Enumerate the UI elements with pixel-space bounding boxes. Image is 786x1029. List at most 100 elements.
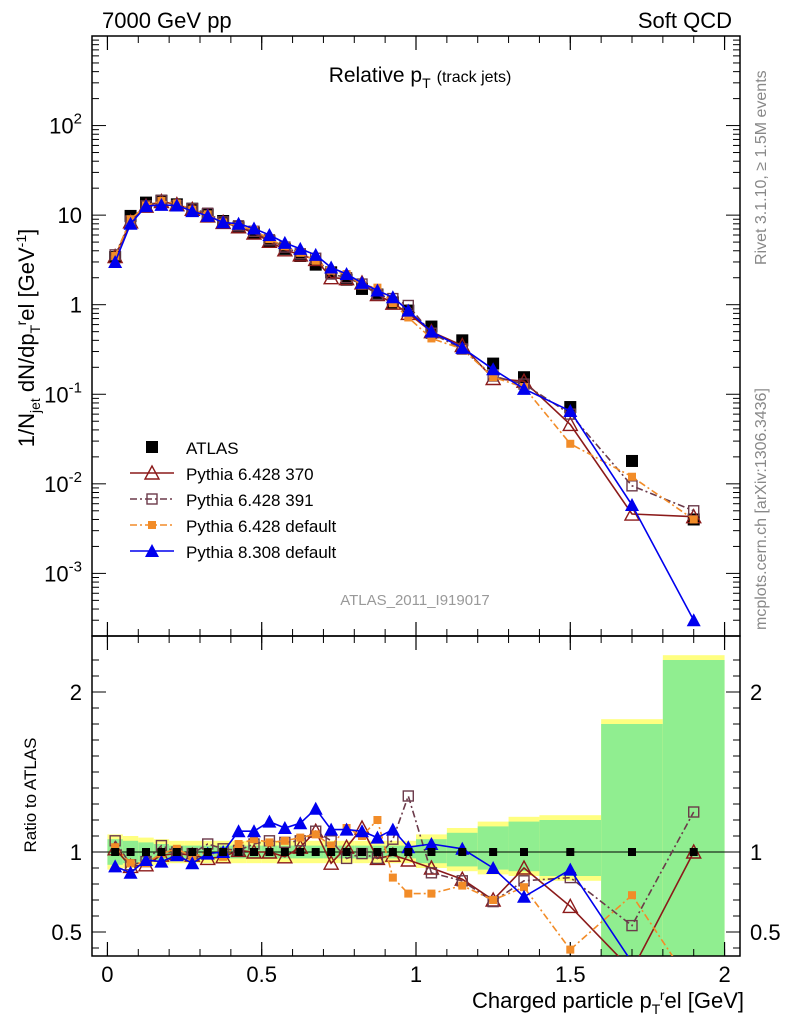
rivet-version-label: Rivet 3.1.10, ≥ 1.5M events: [753, 70, 770, 265]
ratio-point-atlas: [628, 848, 636, 856]
ratio-point-atlas: [265, 848, 274, 856]
ratio-point-pdef: [388, 873, 397, 882]
ratio-point-pdef: [111, 843, 120, 852]
ratio-y-tick-label-right: 1: [750, 840, 762, 865]
ratio-point-pdef: [296, 833, 305, 842]
main-point-pdef: [689, 515, 698, 524]
main-point-p8: [154, 197, 169, 211]
main-point-p8: [139, 199, 153, 213]
ratio-point-atlas: [342, 848, 351, 856]
ratio-point-atlas: [689, 848, 698, 856]
ratio-point-p8: [293, 816, 308, 830]
main-point-p370: [322, 269, 340, 285]
legend-label-p8: Pythia 8.308 default: [186, 543, 337, 562]
analysis-id-label: ATLAS_2011_I919017: [340, 592, 490, 609]
ratio-point-pdef: [265, 838, 274, 847]
ratio-point-atlas: [250, 848, 258, 856]
main-point-p8: [686, 613, 701, 627]
legend-marker-p370: [143, 464, 161, 480]
x-tick-label: 1.5: [555, 962, 586, 987]
ratio-point-p8: [154, 854, 169, 868]
ratio-point-p370: [515, 859, 533, 875]
main-point-p370: [562, 415, 579, 432]
ratio-point-pdef: [427, 889, 436, 898]
legend-marker-atlas: [146, 441, 158, 453]
ratio-point-atlas: [203, 848, 212, 856]
ratio-point-atlas: [327, 848, 336, 856]
main-point-pdef: [489, 373, 498, 382]
legend-label-atlas: ATLAS: [186, 439, 239, 458]
ratio-point-pdef: [280, 836, 289, 845]
data-series: [106, 193, 702, 956]
series-p8: [108, 197, 701, 956]
ratio-point-p8: [486, 861, 501, 874]
ratio-point-p8: [123, 865, 138, 879]
ratio-point-atlas: [157, 848, 166, 856]
ratio-point-atlas: [296, 848, 305, 856]
ratio-point-p8: [517, 889, 531, 903]
legend-marker-p8: [145, 544, 159, 557]
main-point-p8: [424, 324, 439, 338]
energy-label: 7000 GeV pp: [102, 8, 232, 33]
ratio-point-p8: [339, 822, 354, 836]
main-point-p8: [385, 290, 400, 304]
main-point-p8: [355, 275, 369, 289]
ratio-point-p8: [424, 837, 439, 850]
ratio-point-p8: [385, 822, 400, 836]
ratio-point-atlas: [388, 848, 397, 856]
y-tick-label: 10-2: [44, 469, 82, 497]
plot-title-extra: (track jets): [437, 69, 512, 86]
ratio-point-atlas: [280, 848, 289, 856]
main-point-p8: [625, 498, 639, 512]
ratio-point-atlas: [489, 848, 498, 856]
ratio-point-p8: [231, 824, 246, 838]
ratio-point-pdef: [250, 835, 258, 844]
ratio-point-atlas: [373, 848, 382, 856]
main-point-p8: [200, 208, 215, 222]
ratio-point-p370: [322, 854, 340, 870]
process-label: Soft QCD: [638, 8, 732, 33]
ratio-point-pdef: [566, 945, 575, 954]
ratio-point-atlas: [520, 848, 528, 856]
ratio-point-p391: [402, 790, 414, 802]
plot-title-main: Relative p: [329, 64, 422, 87]
plot-title-sub: T: [422, 75, 431, 91]
main-point-p8: [486, 362, 501, 376]
ratio-point-pdef: [126, 859, 135, 868]
ratio-point-p8: [324, 822, 339, 836]
main-point-pdef: [427, 334, 436, 343]
ratio-point-pdef: [373, 816, 382, 824]
x-tick-label: 0.5: [246, 962, 277, 987]
ratio-point-pdef: [311, 830, 320, 839]
ratio-point-atlas: [427, 848, 436, 856]
legend-label-p370: Pythia 6.428 370: [186, 465, 314, 484]
ratio-y-tick-label-right: 0.5: [750, 920, 781, 945]
ratio-point-pdef: [489, 896, 498, 904]
ratio-point-atlas: [458, 848, 467, 856]
ratio-point-p370: [400, 851, 417, 867]
ratio-point-p370: [276, 848, 294, 864]
ratio-band-stat: [601, 724, 663, 956]
ratio-point-p8: [563, 862, 578, 876]
legend-label-p391: Pythia 6.428 391: [186, 491, 314, 510]
axes: 0 0.5 1 1.5 2 10-3 10-2 10-1 1 10 102 0.5 0.5 1 1 2 2: [44, 35, 781, 987]
main-point-p8: [563, 404, 578, 418]
main-point-p8: [455, 340, 470, 354]
y-tick-label: 1: [70, 293, 82, 318]
ratio-point-p8: [308, 801, 323, 815]
ratio-point-p8: [108, 859, 123, 873]
legend-marker-p391: [146, 493, 158, 505]
ratio-point-atlas: [234, 848, 243, 856]
main-point-p8: [293, 241, 308, 255]
ratio-point-p391: [626, 919, 638, 932]
main-point-atlas: [626, 454, 638, 467]
ratio-y-tick-label: 0.5: [51, 920, 82, 945]
main-point-p8: [401, 303, 416, 317]
y-tick-label: 10: [58, 203, 82, 228]
ratio-point-pdef: [234, 840, 243, 848]
main-point-p8: [185, 204, 200, 218]
ratio-point-p8: [262, 814, 277, 828]
ratio-point-p8: [247, 824, 261, 838]
ratio-point-atlas: [172, 848, 181, 856]
